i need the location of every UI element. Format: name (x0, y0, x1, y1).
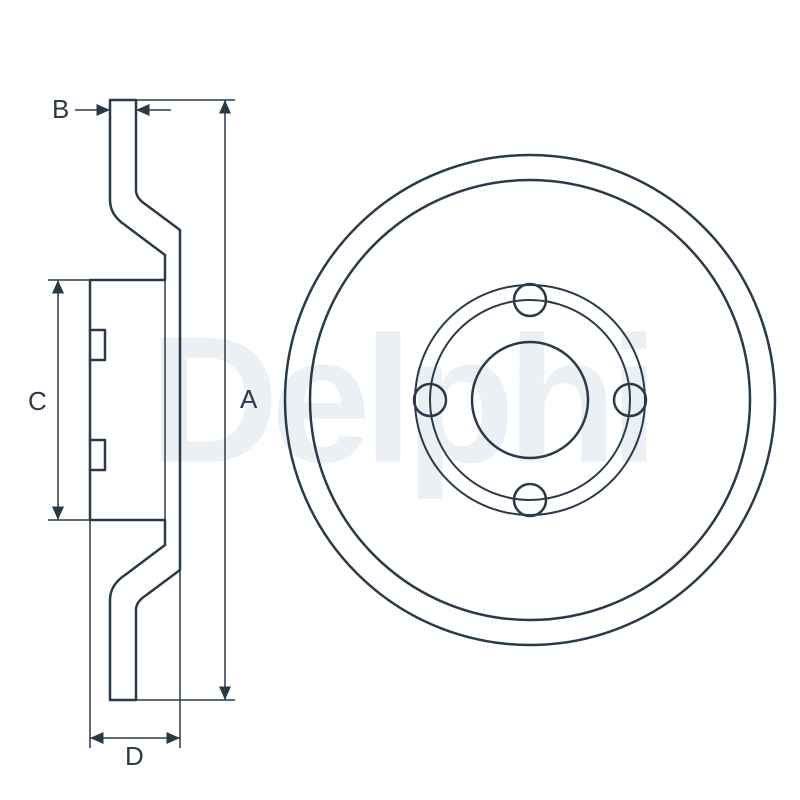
label-D: D (125, 741, 144, 771)
disc-outer-edge (285, 155, 775, 645)
front-view (285, 155, 775, 645)
label-C: C (28, 386, 47, 416)
disc-face-edge (310, 180, 750, 620)
label-A: A (240, 384, 258, 414)
hub-ring-outer (415, 285, 645, 515)
dimension-C: C (28, 280, 90, 520)
dimension-B: B (52, 94, 171, 124)
label-B: B (52, 94, 69, 124)
bolt-notch (90, 330, 105, 360)
side-view (90, 100, 180, 700)
hub-ring-inner (430, 300, 630, 500)
dimension-A: A (136, 100, 258, 700)
bolt-notch (90, 440, 105, 470)
center-bore (472, 342, 588, 458)
profile-outline (90, 100, 180, 700)
technical-drawing-svg: A B C D (0, 0, 800, 800)
